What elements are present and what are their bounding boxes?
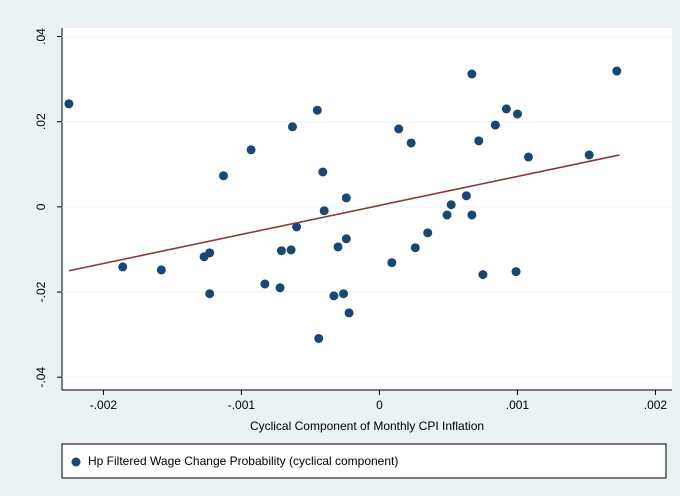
x-tick-label: .001 xyxy=(506,398,530,412)
plot-area xyxy=(62,28,672,390)
scatter-point xyxy=(478,270,488,280)
scatter-point xyxy=(276,246,286,256)
fit-line xyxy=(68,154,620,272)
scatter-point xyxy=(319,206,329,216)
y-tick-label: .04 xyxy=(34,28,48,45)
x-tick-label: -.002 xyxy=(90,398,118,412)
scatter-point xyxy=(287,122,297,132)
scatter-point xyxy=(314,333,324,343)
scatter-point xyxy=(341,234,351,244)
scatter-point xyxy=(523,152,533,162)
scatter-point xyxy=(275,283,285,293)
scatter-point xyxy=(406,138,416,148)
scatter-point xyxy=(467,69,477,79)
scatter-point xyxy=(467,210,477,220)
scatter-point xyxy=(512,109,522,119)
scatter-point xyxy=(394,124,404,134)
scatter-point xyxy=(318,167,328,177)
scatter-point xyxy=(156,265,166,275)
x-tick-label: 0 xyxy=(376,398,383,412)
scatter-point xyxy=(333,242,343,252)
x-axis-label: Cyclical Component of Monthly CPI Inflat… xyxy=(250,419,484,433)
scatter-point xyxy=(286,245,296,255)
y-tick-label: 0 xyxy=(34,203,48,210)
y-tick-label: -.02 xyxy=(34,281,48,302)
scatter-point xyxy=(339,289,349,299)
scatter-point xyxy=(118,262,128,272)
scatter-point xyxy=(344,308,354,318)
legend-label: Hp Filtered Wage Change Probability (cyc… xyxy=(88,454,398,468)
scatter-point xyxy=(387,258,397,268)
scatter-point xyxy=(461,191,471,201)
scatter-point xyxy=(423,228,433,238)
scatter-point xyxy=(341,193,351,203)
scatter-point xyxy=(205,248,215,258)
y-tick-label: .02 xyxy=(34,113,48,130)
scatter-point xyxy=(474,136,484,146)
scatter-point xyxy=(612,66,622,76)
x-tick-label: .002 xyxy=(644,398,668,412)
scatter-point xyxy=(442,210,452,220)
scatter-point xyxy=(511,267,521,277)
scatter-point xyxy=(329,291,339,301)
scatter-point xyxy=(584,150,594,160)
scatter-point xyxy=(260,279,270,289)
x-tick-label: -.001 xyxy=(228,398,256,412)
scatter-point xyxy=(410,243,420,253)
scatter-point xyxy=(218,171,228,181)
legend xyxy=(61,443,667,479)
scatter-point xyxy=(446,200,456,210)
legend-marker xyxy=(71,457,81,467)
scatter-point xyxy=(292,222,302,232)
scatter-point xyxy=(205,289,215,299)
scatter-point xyxy=(64,99,74,109)
scatter-point xyxy=(501,104,511,114)
scatter-point xyxy=(246,145,256,155)
y-tick-label: -.04 xyxy=(34,367,48,388)
scatter-point xyxy=(490,120,500,130)
scatter-point xyxy=(312,105,322,115)
